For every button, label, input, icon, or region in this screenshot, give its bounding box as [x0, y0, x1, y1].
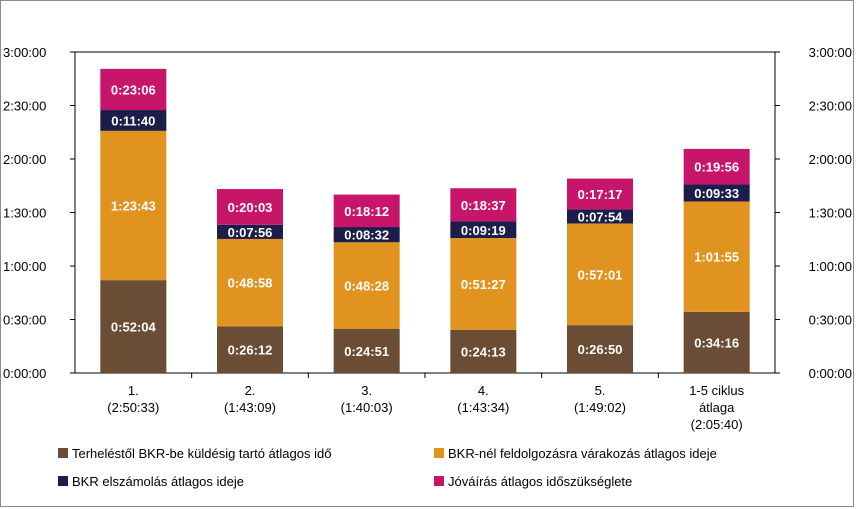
data-label: 0:09:19 — [461, 223, 506, 238]
x-tick-label: átlaga — [699, 400, 735, 415]
data-label: 0:17:17 — [578, 187, 623, 202]
bar-segment — [567, 325, 633, 373]
bar-segment — [333, 194, 400, 228]
legend-swatch — [58, 476, 68, 486]
x-tick-label: 4. — [478, 383, 489, 398]
x-tick-label: 2. — [245, 383, 256, 398]
y-tick-label-right: 2:00:00 — [809, 152, 852, 167]
y-tick-label-left: 3:00:00 — [3, 45, 46, 60]
x-tick-label: (2:50:33) — [107, 400, 159, 415]
bar-segment — [567, 209, 633, 224]
bar-segment — [100, 130, 167, 281]
x-tick-label: (1:43:34) — [457, 400, 509, 415]
x-tick-label: 5. — [595, 383, 606, 398]
bar-segment — [100, 68, 167, 111]
legend-label: BKR elszámolás átlagos ideje — [72, 474, 244, 489]
y-tick-label-left: 1:00:00 — [3, 259, 46, 274]
bar-segment — [217, 224, 283, 239]
bar-segment — [450, 188, 517, 222]
legend-label: Jóváírás átlagos időszükséglete — [448, 474, 632, 489]
bar-segment — [217, 326, 283, 373]
data-label: 0:19:56 — [694, 160, 739, 175]
data-label: 0:18:12 — [344, 204, 389, 219]
bar-segment — [450, 329, 517, 373]
data-label: 0:07:54 — [578, 209, 624, 224]
bar-segment — [683, 311, 750, 373]
bar-segment — [450, 238, 517, 330]
y-tick-label-right: 3:00:00 — [809, 45, 852, 60]
legend-swatch — [434, 448, 444, 458]
data-label: 0:34:16 — [694, 335, 739, 350]
x-tick-label: (1:40:03) — [341, 400, 393, 415]
y-tick-label-left: 1:30:00 — [3, 206, 46, 221]
data-label: 0:24:51 — [344, 344, 389, 359]
x-tick-label: 1-5 ciklus — [689, 383, 744, 398]
bar-segment — [567, 178, 633, 210]
x-tick-label: (2:05:40) — [691, 417, 743, 432]
plot-border — [74, 51, 776, 374]
x-tick-label: 1. — [128, 383, 139, 398]
bar-segment — [217, 238, 283, 327]
y-tick-label-left: 0:00:00 — [3, 366, 46, 381]
x-tick-label: (1:43:09) — [224, 400, 276, 415]
data-label: 0:26:12 — [228, 343, 273, 358]
data-label: 0:24:13 — [461, 344, 506, 359]
bar-segment — [333, 242, 400, 329]
y-tick-label-left: 0:30:00 — [3, 313, 46, 328]
legend-label: BKR-nél feldolgozásra várakozás átlagos … — [448, 446, 717, 461]
data-label: 1:01:55 — [694, 250, 739, 265]
data-label: 0:57:01 — [578, 267, 623, 282]
y-tick-label-right: 1:30:00 — [809, 206, 852, 221]
data-label: 0:18:37 — [461, 198, 506, 213]
data-label: 0:26:50 — [578, 342, 623, 357]
data-label: 0:23:06 — [111, 82, 156, 97]
y-tick-label-right: 2:30:00 — [809, 99, 852, 114]
x-tick-label: (1:49:02) — [574, 400, 626, 415]
bar-segment — [217, 189, 283, 225]
bar-segment — [333, 227, 400, 243]
bar-segment — [567, 223, 633, 326]
y-tick-label-left: 2:30:00 — [3, 99, 46, 114]
bar-segment — [333, 328, 400, 373]
data-label: 0:48:58 — [228, 276, 273, 291]
x-tick-label: 3. — [361, 383, 372, 398]
y-tick-label-right: 0:00:00 — [809, 366, 852, 381]
plot-area: 0:00:00 0:00:00 0:30:00 0:30:00 1:00:00 1:00:… — [3, 45, 852, 432]
data-label: 1:23:43 — [111, 199, 156, 214]
y-tick-label-right: 0:30:00 — [809, 313, 852, 328]
data-label: 0:07:56 — [228, 225, 273, 240]
bar-segment — [100, 280, 167, 373]
data-label: 0:09:33 — [694, 186, 739, 201]
legend: Terheléstől BKR-be küldésig tartó átlago… — [58, 446, 717, 489]
data-label: 0:20:03 — [228, 200, 273, 215]
data-label: 0:08:32 — [344, 228, 389, 243]
y-tick-label-right: 1:00:00 — [809, 259, 852, 274]
data-label: 0:52:04 — [111, 320, 157, 335]
bar-segment — [683, 184, 750, 202]
bar-segment — [100, 110, 167, 131]
legend-label: Terheléstől BKR-be küldésig tartó átlago… — [72, 446, 331, 461]
bar-segment — [683, 148, 750, 185]
bar-segment — [450, 221, 517, 239]
data-label: 0:48:28 — [344, 278, 389, 293]
bar-segment — [683, 201, 750, 312]
data-label: 0:11:40 — [111, 113, 155, 128]
data-label: 0:51:27 — [461, 277, 506, 292]
legend-swatch — [434, 476, 444, 486]
y-tick-label-left: 2:00:00 — [3, 152, 46, 167]
legend-swatch — [58, 448, 68, 458]
